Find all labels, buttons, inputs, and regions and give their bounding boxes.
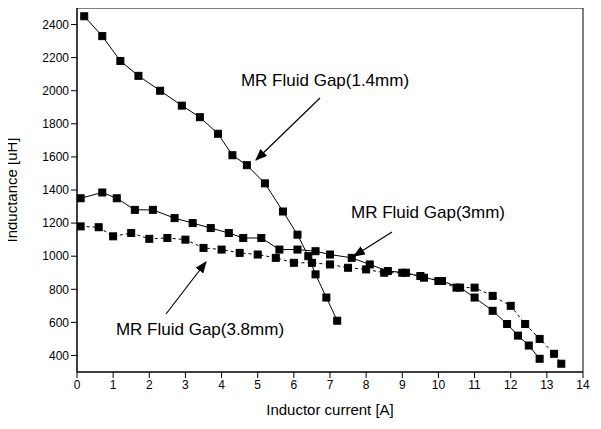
svg-text:2200: 2200 — [42, 51, 69, 65]
svg-text:2: 2 — [146, 378, 153, 392]
svg-text:3: 3 — [182, 378, 189, 392]
svg-text:11: 11 — [468, 378, 481, 392]
svg-text:14: 14 — [576, 378, 590, 392]
svg-text:4: 4 — [218, 378, 225, 392]
svg-text:1: 1 — [110, 378, 117, 392]
svg-text:1400: 1400 — [42, 183, 69, 197]
svg-text:9: 9 — [399, 378, 406, 392]
svg-text:MR Fluid Gap(3mm): MR Fluid Gap(3mm) — [351, 203, 505, 222]
svg-text:8: 8 — [363, 378, 370, 392]
svg-text:2400: 2400 — [42, 18, 69, 32]
svg-text:10: 10 — [432, 378, 446, 392]
svg-text:2000: 2000 — [42, 84, 69, 98]
svg-text:Inductor current [A]: Inductor current [A] — [266, 401, 394, 418]
svg-text:800: 800 — [49, 283, 69, 297]
svg-text:MR Fluid Gap(3.8mm): MR Fluid Gap(3.8mm) — [116, 320, 284, 339]
svg-text:400: 400 — [49, 349, 69, 363]
svg-text:12: 12 — [504, 378, 518, 392]
svg-text:600: 600 — [49, 316, 69, 330]
svg-text:1800: 1800 — [42, 117, 69, 131]
svg-text:13: 13 — [540, 378, 554, 392]
svg-text:1600: 1600 — [42, 150, 69, 164]
svg-text:0: 0 — [74, 378, 81, 392]
svg-text:1000: 1000 — [42, 249, 69, 263]
svg-text:1200: 1200 — [42, 216, 69, 230]
svg-text:Inductance [uH]: Inductance [uH] — [8, 137, 20, 242]
svg-text:6: 6 — [291, 378, 298, 392]
svg-text:MR Fluid Gap(1.4mm): MR Fluid Gap(1.4mm) — [241, 71, 409, 90]
svg-text:7: 7 — [327, 378, 334, 392]
svg-text:5: 5 — [254, 378, 261, 392]
